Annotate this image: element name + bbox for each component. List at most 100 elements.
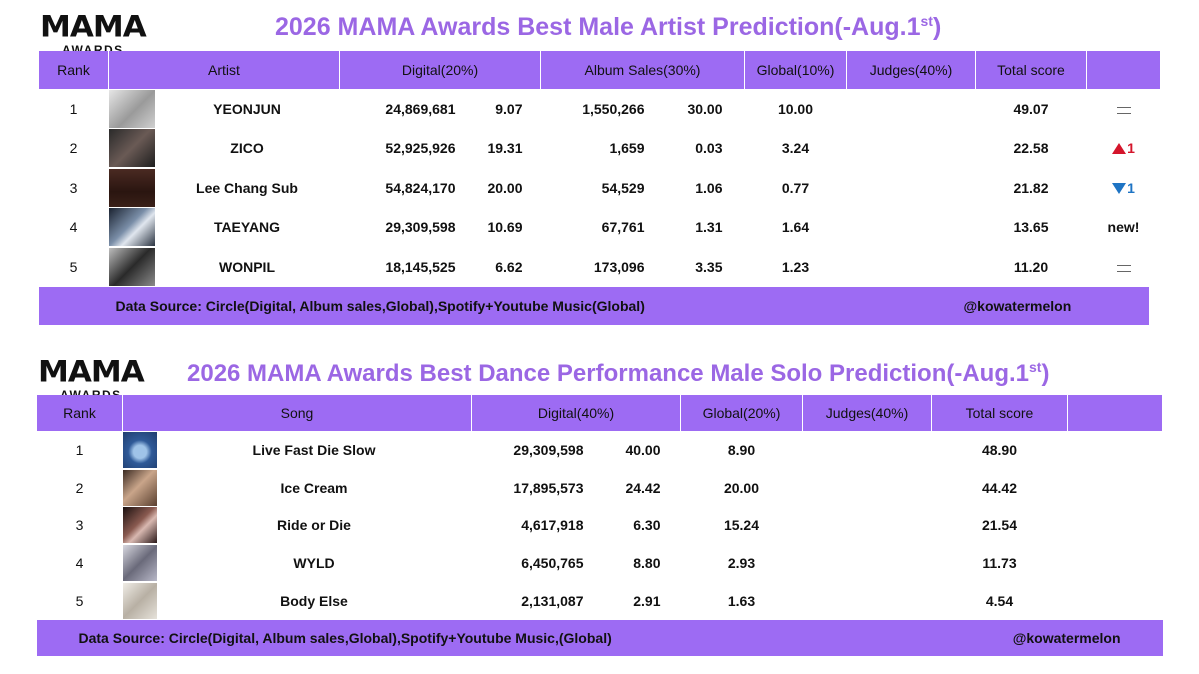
global-cell: 15.24 [723, 517, 760, 534]
global-cell: 8.90 [727, 441, 756, 458]
change-cell: 1 [1087, 168, 1161, 208]
table-row: 1 Live Fast Die Slow 29,309,598 40.00 8.9… [37, 431, 1163, 469]
total-score-cell: 4.54 [985, 593, 1014, 610]
header-rank: Rank [36, 395, 123, 431]
equals-icon [1116, 106, 1131, 114]
table-row: 5 WONPIL 18,145,525 6.62 173,096 3.35 1.23… [39, 247, 1161, 287]
digital-cell: 29,309,598 40.00 [472, 431, 681, 469]
data-source-note: Data Source: Circle(Digital, Album sales… [38, 286, 976, 325]
digital-score: 2.91 [633, 593, 661, 610]
header-digital: Digital(40%) [471, 395, 681, 431]
rank-cell: 4 [69, 219, 78, 236]
header-total-score: Total score [975, 51, 1087, 89]
rank-cell: 4 [75, 555, 84, 572]
judges-cell [847, 89, 976, 129]
digital-value: 29,309,598 [385, 219, 456, 236]
digital-value: 52,925,926 [385, 140, 456, 157]
header-album-sales: Album Sales(30%) [540, 51, 745, 89]
album-cover-thumbnail [122, 507, 157, 544]
digital-cell: 52,925,926 19.31 [340, 129, 541, 169]
change-cell [1087, 89, 1161, 129]
table2-title: 2026 MAMA Awards Best Dance Performance … [187, 359, 1050, 387]
song-cell: Live Fast Die Slow [122, 431, 472, 469]
artist-cell: TAEYANG [108, 208, 340, 248]
extra-cell [1068, 582, 1163, 620]
rank-cell: 1 [75, 441, 84, 458]
album-cell: 67,761 1.31 [541, 208, 745, 248]
best-male-artist-table: Rank Artist Digital(20%) Album Sales(30%… [38, 51, 1161, 325]
digital-cell: 18,145,525 6.62 [340, 247, 541, 287]
artist-name: ZICO [230, 140, 264, 157]
artist-name: WONPIL [219, 258, 275, 275]
header-artist: Artist [108, 51, 340, 89]
judges-cell [803, 582, 932, 620]
digital-score: 10.69 [487, 219, 523, 236]
rank-cell: 3 [75, 517, 84, 534]
artist-name: YEONJUN [213, 100, 281, 117]
digital-value: 24,869,681 [385, 100, 456, 117]
logo-mama-text: MAMA [40, 9, 147, 45]
artist-photo-thumbnail [108, 208, 155, 247]
album-cell: 1,550,266 30.00 [541, 89, 745, 129]
mama-awards-logo: MAMA AWARDS [40, 9, 147, 56]
song-cell: Ride or Die [122, 507, 472, 545]
header-judges: Judges(40%) [846, 51, 976, 89]
song-title: Ride or Die [277, 517, 351, 534]
artist-photo-thumbnail [108, 247, 155, 286]
song-title: Live Fast Die Slow [252, 441, 376, 458]
artist-photo-thumbnail [108, 89, 155, 128]
album-value: 1,659 [609, 140, 645, 157]
album-value: 54,529 [601, 179, 645, 196]
global-cell: 3.24 [781, 140, 810, 157]
global-cell: 10.00 [777, 100, 814, 117]
total-score-cell: 11.20 [1013, 258, 1049, 275]
rank-cell: 1 [69, 100, 78, 117]
rank-change-value: 1 [1127, 179, 1135, 196]
album-cover-thumbnail [122, 431, 157, 468]
change-cell [1087, 247, 1161, 287]
album-cover-thumbnail [122, 583, 157, 620]
digital-score: 9.07 [495, 100, 523, 117]
digital-cell: 29,309,598 10.69 [340, 208, 541, 248]
table-row: 2 ZICO 52,925,926 19.31 1,659 0.03 3.24 22… [39, 129, 1161, 169]
change-cell: 1 [1087, 129, 1161, 169]
digital-cell: 6,450,765 8.80 [472, 544, 681, 582]
total-score-cell: 22.58 [1013, 140, 1049, 157]
album-score: 1.31 [695, 219, 723, 236]
table1-header-row: Rank Artist Digital(20%) Album Sales(30%… [38, 51, 1161, 89]
digital-cell: 24,869,681 9.07 [340, 89, 541, 129]
artist-photo-thumbnail [108, 129, 155, 168]
artist-cell: ZICO [108, 129, 340, 169]
digital-value: 4,617,918 [521, 517, 584, 534]
song-cell: Body Else [122, 582, 472, 620]
judges-cell [803, 431, 932, 469]
header-global: Global(10%) [744, 51, 847, 89]
song-title: Body Else [280, 593, 348, 610]
album-cell: 1,659 0.03 [541, 129, 745, 169]
digital-score: 24.42 [625, 479, 661, 496]
global-cell: 20.00 [723, 479, 760, 496]
artist-cell: YEONJUN [108, 89, 340, 129]
total-score-cell: 11.73 [982, 555, 1017, 572]
judges-cell [803, 469, 932, 507]
global-cell: 0.77 [781, 179, 810, 196]
album-cell: 173,096 3.35 [541, 247, 745, 287]
album-score: 0.03 [695, 140, 723, 157]
table-row: 2 Ice Cream 17,895,573 24.42 20.00 44.42 [37, 469, 1163, 507]
artist-photo-thumbnail [108, 168, 155, 207]
artist-cell: WONPIL [108, 247, 340, 287]
song-cell: WYLD [122, 544, 472, 582]
logo-mama-text: MAMA [38, 354, 145, 390]
song-title: Ice Cream [280, 479, 348, 496]
total-score-cell: 44.42 [981, 479, 1018, 496]
table2-header-row: Rank Song Digital(40%) Global(20%) Judge… [36, 395, 1163, 431]
album-value: 173,096 [593, 258, 645, 275]
album-score: 30.00 [687, 100, 723, 117]
best-dance-performance-table: Rank Song Digital(40%) Global(20%) Judge… [36, 395, 1163, 656]
judges-cell [847, 129, 976, 169]
total-score-cell: 21.82 [1013, 179, 1049, 196]
table-row: 4 TAEYANG 29,309,598 10.69 67,761 1.31 1.6… [39, 208, 1161, 248]
header-change [1086, 51, 1161, 89]
song-title: WYLD [293, 555, 335, 572]
digital-value: 54,824,170 [385, 179, 456, 196]
